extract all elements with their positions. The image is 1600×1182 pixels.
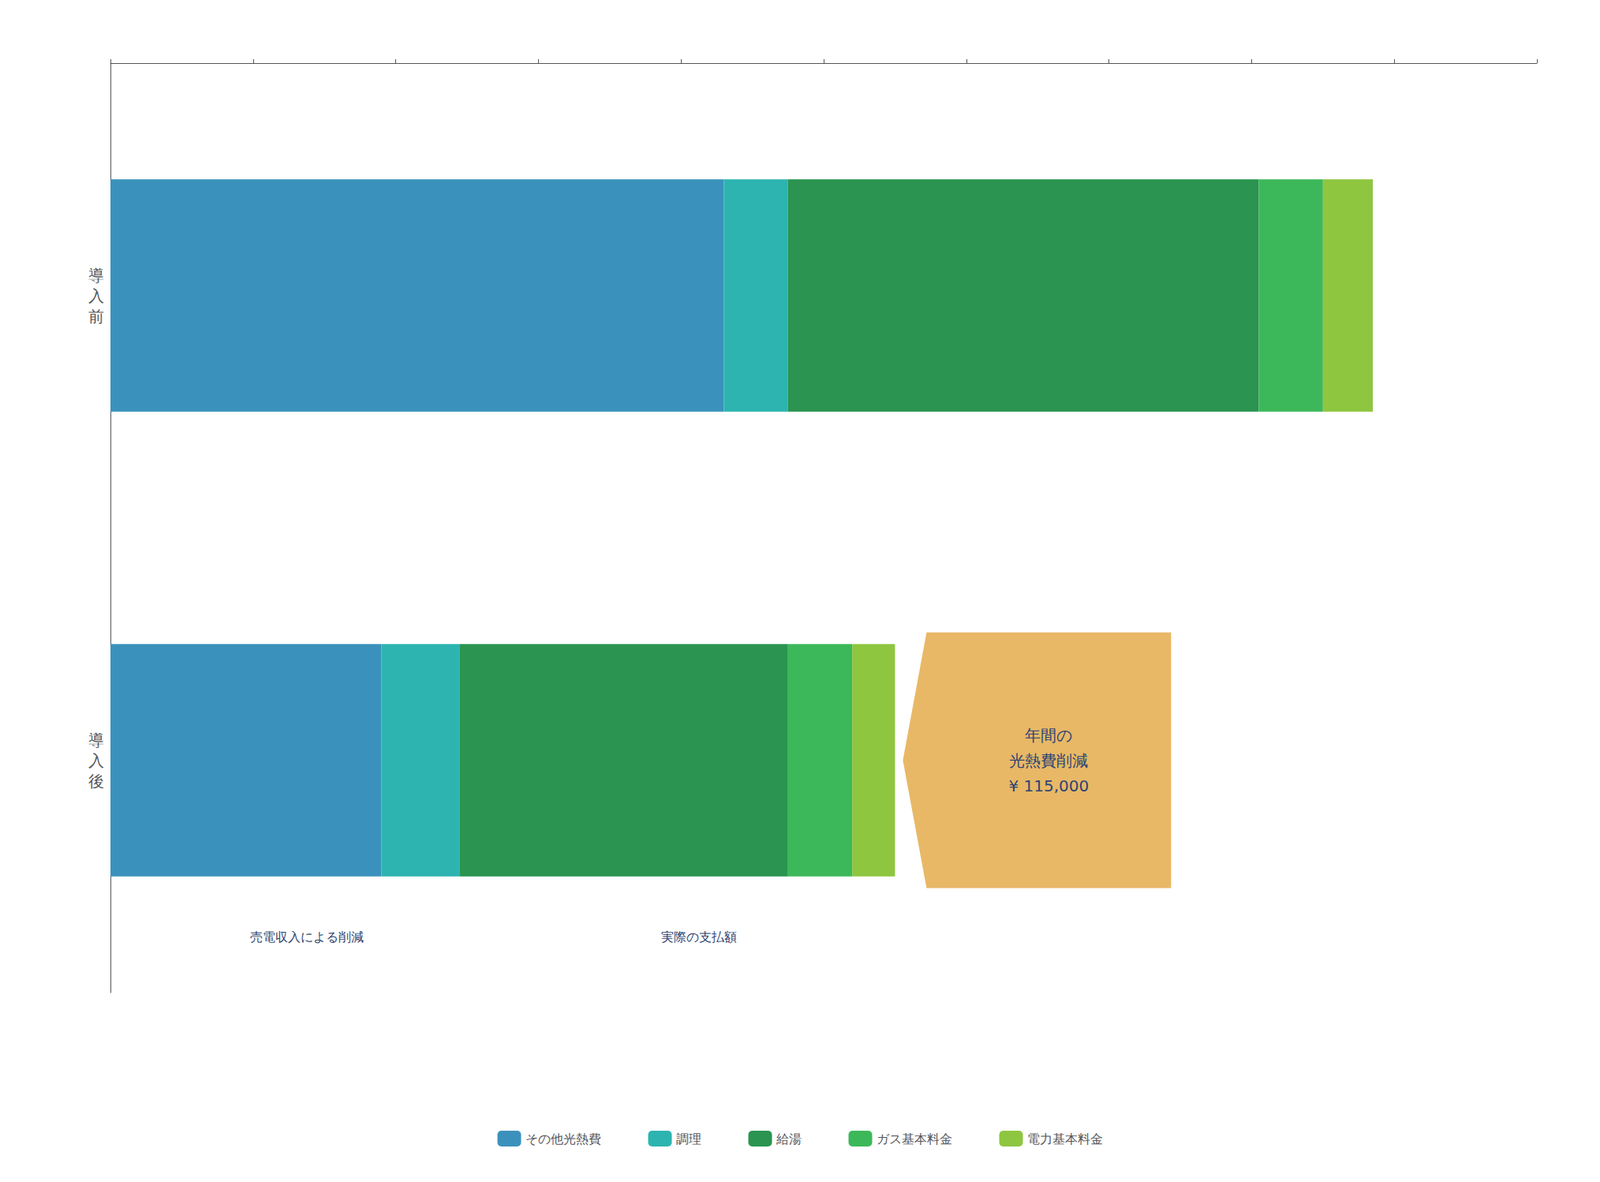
svg-text:給湯: 給湯 (775, 1131, 802, 1147)
svg-text:導: 導 (88, 265, 105, 285)
svg-text:売電収入による削減: 売電収入による削減 (250, 929, 364, 945)
svg-text:¥ 115,000: ¥ 115,000 (1009, 776, 1090, 796)
svg-text:電力基本料金: 電力基本料金 (1027, 1131, 1103, 1147)
svg-text:ガス基本料金: ガス基本料金 (876, 1131, 953, 1147)
svg-text:入: 入 (88, 286, 105, 306)
svg-text:導: 導 (88, 730, 105, 750)
svg-text:年間の: 年間の (1024, 725, 1073, 745)
svg-text:実際の支払額: 実際の支払額 (661, 929, 737, 945)
svg-text:調理: 調理 (676, 1131, 702, 1147)
svg-text:その他光熱費: その他光熱費 (525, 1131, 602, 1147)
svg-text:光熱費削減: 光熱費削減 (1009, 751, 1088, 771)
svg-text:入: 入 (88, 751, 105, 771)
svg-text:前: 前 (88, 306, 105, 326)
svg-text:後: 後 (88, 771, 105, 791)
